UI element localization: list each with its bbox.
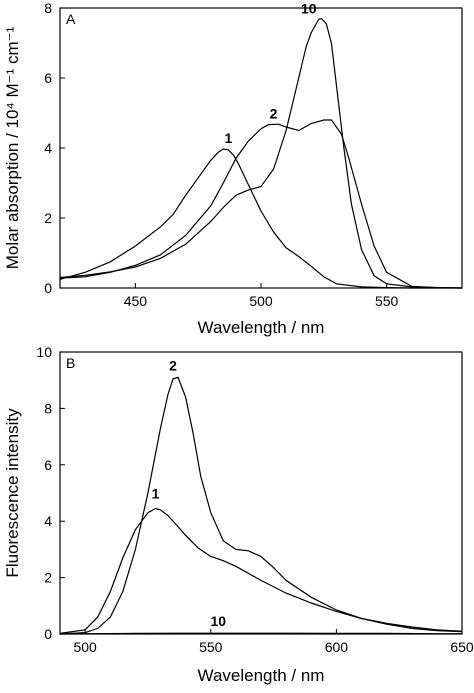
- panel-b-y-tick-label: 8: [44, 400, 52, 416]
- panel-a-series: 1 2 10: [59, 0, 463, 289]
- panel-a-y-tick-label: 6: [44, 70, 52, 86]
- panel-b: B Wavelength / nm Fluorescence intensity…: [3, 344, 474, 685]
- panel-b-y-axis-label: Fluorescence intensity: [3, 408, 22, 578]
- panel-a-x-tick-label: 500: [249, 293, 273, 309]
- panel-a-series-2-label: 2: [270, 105, 278, 121]
- panel-b-series-2-label: 2: [169, 357, 177, 373]
- panel-a-y-tick-label: 8: [44, 0, 52, 16]
- panel-b-x-tick-label: 650: [450, 639, 474, 655]
- panel-b-series-10-label: 10: [210, 613, 226, 629]
- panel-a-x-axis-label: Wavelength / nm: [198, 318, 325, 337]
- panel-b-x-tick-label: 550: [199, 639, 223, 655]
- panel-b-series-2-line: [59, 376, 463, 635]
- panel-b-series: 1 2 10: [59, 357, 463, 635]
- panel-a-series-1-line: [59, 148, 462, 289]
- panel-b-x-tick-label: 500: [73, 639, 97, 655]
- panel-a-frame: [59, 7, 463, 289]
- panel-b-y-tick-label: 6: [44, 457, 52, 473]
- panel-a-x-tick-label: 450: [124, 293, 148, 309]
- panel-b-y-tick-label: 0: [44, 626, 52, 642]
- panel-a-series-2-line: [59, 119, 463, 289]
- panel-b-label: B: [66, 355, 75, 371]
- panel-b-y-tick-label: 4: [44, 513, 52, 529]
- panel-a-series-10-line: [59, 17, 463, 289]
- panel-a-ticks: 450 500 550 0 2 4 6 8: [44, 0, 398, 309]
- panel-a-x-tick-label: 550: [375, 293, 399, 309]
- panel-a: A Wavelength / nm Molar absorption / 10⁴…: [3, 0, 463, 337]
- panel-a-label: A: [66, 11, 76, 27]
- panel-a-y-tick-label: 4: [44, 140, 52, 156]
- panel-b-x-tick-label: 600: [325, 639, 349, 655]
- panel-b-x-axis-label: Wavelength / nm: [198, 666, 325, 685]
- panel-b-series-1-line: [59, 507, 463, 634]
- panel-a-y-axis-label: Molar absorption / 10⁴ M⁻¹ cm⁻¹: [3, 26, 22, 269]
- panel-a-series-1-label: 1: [224, 130, 232, 146]
- panel-b-frame: [59, 351, 463, 635]
- panel-a-y-tick-label: 0: [44, 280, 52, 296]
- panel-a-y-tick-label: 2: [44, 210, 52, 226]
- panel-b-y-tick-label: 2: [44, 570, 52, 586]
- panel-b-series-1-label: 1: [152, 486, 160, 502]
- panel-b-y-tick-label: 10: [36, 344, 52, 360]
- panel-a-series-10-label: 10: [301, 0, 317, 16]
- panel-b-series-10-line: [59, 632, 462, 635]
